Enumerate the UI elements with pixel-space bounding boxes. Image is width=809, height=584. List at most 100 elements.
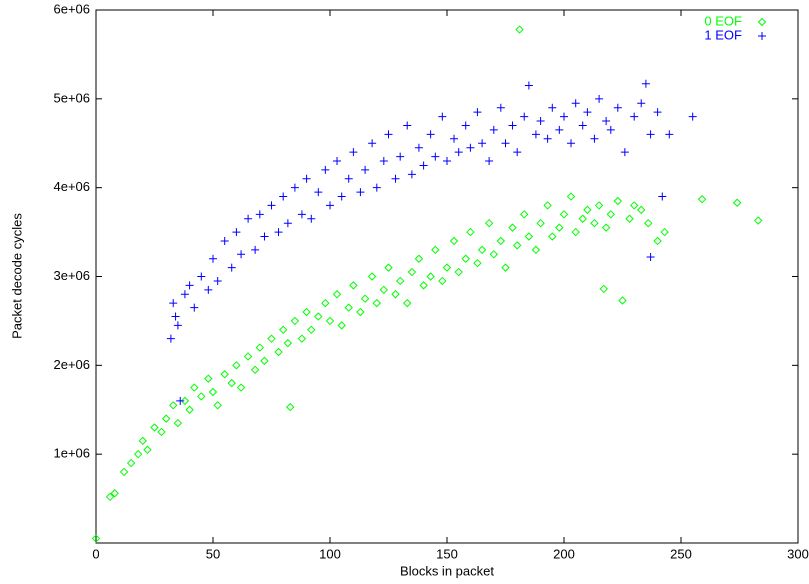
legend-marker	[758, 32, 766, 40]
scatter-point	[461, 121, 470, 130]
scatter-point	[583, 108, 592, 117]
scatter-point	[197, 392, 206, 401]
legend-label: 1 EOF	[704, 27, 742, 42]
scatter-point	[515, 25, 524, 34]
scatter-point	[403, 298, 412, 308]
scatter-point	[349, 281, 358, 290]
scatter-point	[356, 188, 365, 197]
scatter-point	[213, 276, 222, 285]
scatter-point	[110, 489, 119, 498]
scatter-point	[180, 396, 190, 406]
scatter-point	[407, 170, 416, 179]
scatter-point	[332, 290, 342, 299]
scatter-point	[419, 281, 428, 290]
scatter-point	[267, 334, 276, 343]
x-tick-label: 50	[206, 546, 220, 561]
scatter-point	[630, 112, 639, 121]
scatter-point	[484, 218, 494, 228]
y-tick-label: 6e+06	[53, 1, 90, 16]
scatter-point	[321, 298, 330, 308]
scatter-point	[646, 130, 655, 139]
scatter-point	[653, 108, 662, 117]
scatter-point	[454, 148, 463, 157]
scatter-point	[531, 245, 541, 255]
scatter-point	[473, 108, 482, 117]
scatter-point	[426, 130, 435, 139]
scatter-point	[173, 418, 183, 428]
scatter-point	[307, 214, 316, 223]
scatter-point	[414, 143, 423, 152]
scatter-point	[250, 365, 260, 374]
scatter-point	[314, 312, 323, 321]
scatter-point	[625, 214, 634, 223]
scatter-point	[91, 534, 101, 543]
scatter-point	[302, 174, 311, 183]
scatter-point	[442, 263, 452, 272]
scatter-point	[302, 307, 311, 317]
scatter-point	[180, 290, 189, 299]
scatter-point	[171, 312, 180, 321]
scatter-point	[520, 210, 529, 219]
scatter-point	[602, 117, 611, 126]
scatter-point	[754, 216, 763, 225]
scatter-point	[243, 352, 253, 361]
scatter-point	[361, 165, 370, 174]
scatter-point	[133, 449, 143, 459]
scatter-point	[601, 223, 611, 232]
scatter-point	[543, 134, 552, 143]
scatter-point	[508, 223, 517, 232]
scatter-point	[173, 321, 182, 330]
scatter-point	[344, 303, 353, 312]
scatter-point	[176, 396, 185, 405]
scatter-point	[571, 99, 580, 108]
scatter-point	[403, 121, 412, 130]
scatter-point	[461, 254, 470, 263]
scatter-point	[379, 285, 389, 295]
scatter-point	[236, 383, 246, 392]
scatter-point	[297, 334, 307, 343]
scatter-point	[658, 192, 667, 201]
scatter-point	[665, 130, 674, 139]
scatter-point	[197, 272, 206, 281]
scatter-point	[143, 445, 152, 454]
scatter-point	[290, 183, 299, 192]
scatter-point	[426, 272, 435, 281]
scatter-point	[278, 325, 288, 335]
scatter-point	[368, 139, 377, 148]
scatter-point	[595, 94, 604, 103]
scatter-point	[283, 219, 292, 228]
scatter-point	[395, 276, 405, 286]
scatter-point	[279, 192, 288, 201]
scatter-point	[513, 148, 522, 157]
scatter-point	[337, 192, 346, 201]
scatter-point	[356, 307, 365, 317]
scatter-point	[337, 321, 346, 330]
scatter-point	[220, 370, 229, 379]
scatter-point	[232, 361, 241, 370]
y-tick-label: 2e+06	[53, 357, 90, 372]
x-axis-title: Blocks in packet	[400, 563, 494, 578]
scatter-point	[599, 284, 608, 294]
scatter-point	[150, 423, 159, 432]
scatter-point	[548, 103, 557, 112]
y-tick-label: 1e+06	[53, 446, 90, 461]
scatter-point	[260, 232, 269, 241]
scatter-point	[349, 148, 358, 157]
scatter-point	[489, 125, 498, 134]
scatter-point	[524, 81, 533, 90]
scatter-point	[119, 467, 129, 477]
scatter-point	[360, 294, 370, 303]
scatter-point	[578, 214, 587, 223]
scatter-point	[260, 356, 269, 366]
scatter-point	[431, 152, 440, 161]
scatter-point	[466, 143, 475, 152]
scatter-point	[618, 296, 627, 305]
scatter-point	[384, 263, 393, 272]
scatter-point	[501, 263, 510, 272]
scatter-point	[660, 227, 669, 237]
scatter-point	[286, 402, 295, 412]
scatter-point	[208, 387, 218, 397]
scatter-point	[105, 492, 115, 502]
scatter-point	[477, 245, 487, 255]
scatter-point	[391, 290, 400, 299]
